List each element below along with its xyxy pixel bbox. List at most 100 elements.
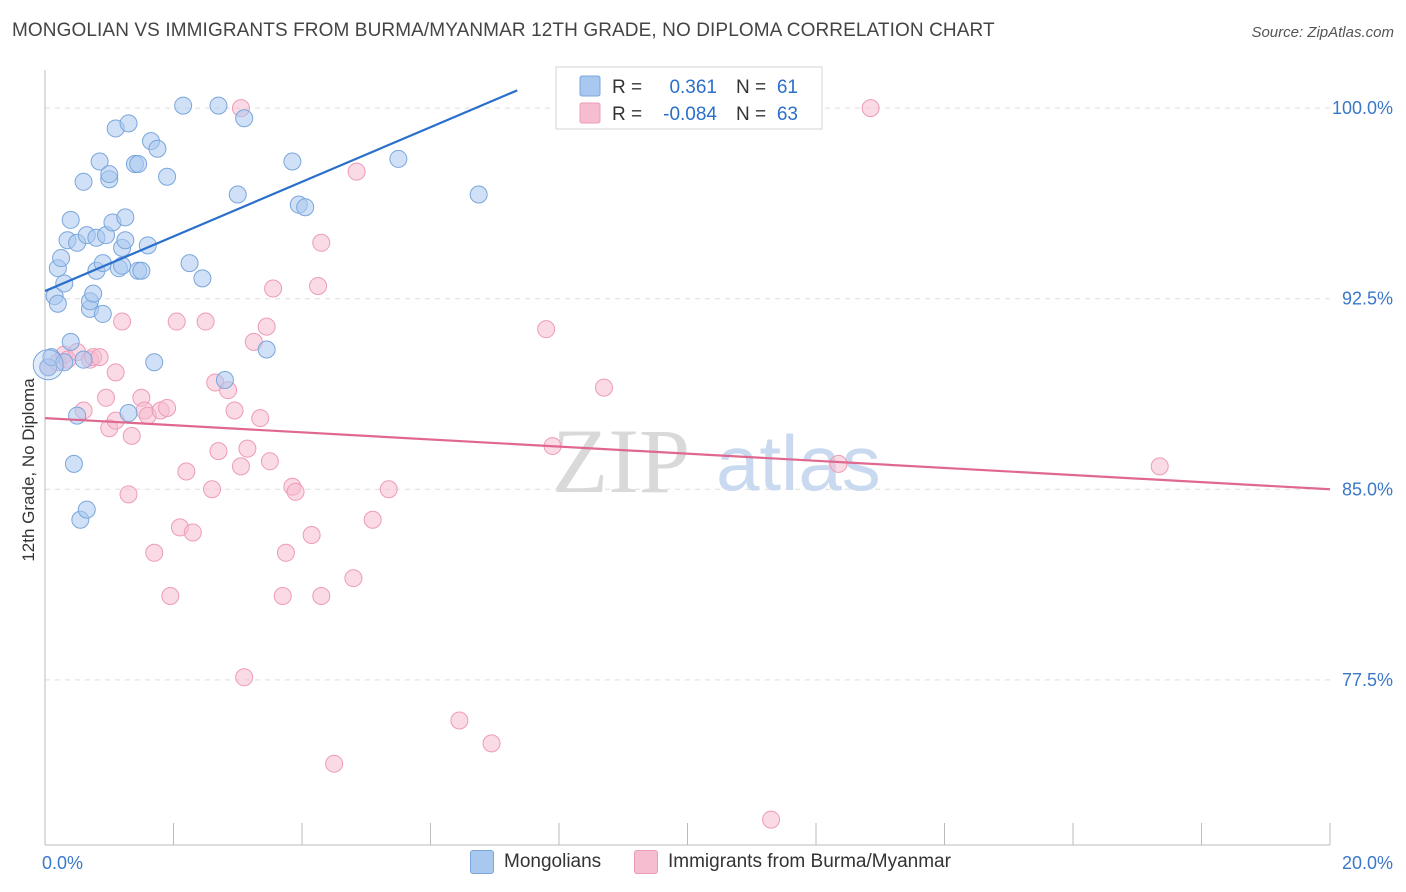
data-point-mongolian <box>52 249 71 268</box>
data-point-burma <box>347 162 366 181</box>
y-tick-label: 85.0% <box>1342 479 1393 499</box>
trend-line-mongolians <box>44 89 518 293</box>
data-point-mongolian <box>61 210 80 229</box>
data-point-burma <box>231 457 250 476</box>
data-point-mongolian <box>48 294 67 313</box>
data-point-burma <box>594 378 613 397</box>
data-point-mongolian <box>61 332 80 351</box>
data-point-mongolian <box>180 254 199 273</box>
data-point-burma <box>1150 457 1169 476</box>
data-point-burma <box>325 754 344 773</box>
source-label: Source: ZipAtlas.com <box>1251 24 1394 41</box>
chart-title: MONGOLIAN VS IMMIGRANTS FROM BURMA/MYANM… <box>12 20 995 41</box>
data-point-mongolian <box>296 198 315 217</box>
data-point-mongolian <box>129 155 148 174</box>
data-point-burma <box>196 312 215 331</box>
legend-r-label-2: R = <box>612 104 642 125</box>
legend-bottom: Mongolians Immigrants from Burma/Myanmar <box>0 850 1406 880</box>
y-tick-label: 77.5% <box>1342 670 1393 690</box>
data-point-burma <box>309 276 328 295</box>
data-point-mongolian <box>132 261 151 280</box>
data-point-mongolian <box>74 350 93 369</box>
data-point-burma <box>90 348 109 367</box>
legend-item-mongolians: Mongolians <box>470 850 601 874</box>
data-point-burma <box>363 510 382 529</box>
data-point-mongolian <box>119 404 138 423</box>
data-point-burma <box>379 480 398 499</box>
y-tick-label: 100.0% <box>1332 98 1393 118</box>
legend-swatch-mongolians <box>470 850 494 874</box>
data-point-mongolian <box>119 114 138 133</box>
data-point-burma <box>167 312 186 331</box>
data-point-mongolian <box>235 109 254 128</box>
data-point-burma <box>286 482 305 501</box>
trend-line-burma <box>44 417 1331 491</box>
data-point-burma <box>238 439 257 458</box>
legend-n-value-2: 63 <box>777 104 798 125</box>
data-point-burma <box>177 462 196 481</box>
data-point-burma <box>145 543 164 562</box>
data-point-burma <box>302 526 321 544</box>
data-point-burma <box>251 409 270 428</box>
data-point-burma <box>829 454 848 473</box>
data-point-mongolian <box>283 152 302 171</box>
data-point-mongolian <box>93 304 112 323</box>
watermark-zip: ZIP <box>552 410 690 512</box>
legend-n-label-1: N = <box>736 77 766 98</box>
data-point-burma <box>257 317 276 336</box>
data-point-burma <box>537 320 556 339</box>
data-point-burma <box>122 426 141 445</box>
data-point-mongolian <box>209 96 228 115</box>
data-point-mongolian <box>55 353 74 372</box>
data-point-mongolian <box>228 185 247 204</box>
legend-swatch-burma <box>634 850 658 874</box>
data-point-burma <box>203 480 222 499</box>
legend-swatch-pink <box>579 102 601 124</box>
legend-n-label-2: N = <box>736 104 766 125</box>
x-tick-label: 0.0% <box>42 853 83 873</box>
data-point-burma <box>276 543 295 562</box>
x-tick-label: 20.0% <box>1342 853 1393 873</box>
data-point-mongolian <box>116 231 135 250</box>
data-point-mongolian <box>158 167 177 186</box>
data-point-burma <box>260 452 279 471</box>
data-point-burma <box>158 398 177 417</box>
data-point-burma <box>113 312 132 331</box>
data-point-mongolian <box>148 139 167 158</box>
data-point-burma <box>209 442 228 461</box>
legend-n-value-1: 61 <box>777 77 798 98</box>
data-point-burma <box>97 388 116 407</box>
y-tick-label: 92.5% <box>1342 289 1393 309</box>
data-point-mongolian <box>145 353 164 372</box>
data-point-mongolian <box>64 454 83 473</box>
data-point-burma <box>482 734 501 753</box>
data-point-mongolian <box>90 152 109 171</box>
data-point-mongolian <box>68 406 87 425</box>
data-point-mongolian <box>174 96 193 115</box>
data-point-cluster <box>32 349 64 381</box>
legend-label-burma: Immigrants from Burma/Myanmar <box>668 851 951 872</box>
data-point-burma <box>312 233 331 252</box>
data-point-mongolian <box>389 149 408 168</box>
data-point-mongolian <box>469 185 488 204</box>
legend-r-value-2: -0.084 <box>663 104 717 125</box>
data-point-burma <box>344 569 363 588</box>
data-point-burma <box>183 523 202 542</box>
data-point-mongolian <box>74 172 93 191</box>
data-point-mongolian <box>215 371 234 389</box>
legend-r-label-1: R = <box>612 77 642 98</box>
y-axis-label: 12th Grade, No Diploma <box>19 378 38 562</box>
data-point-mongolian <box>84 284 103 303</box>
data-point-burma <box>861 99 880 118</box>
data-point-burma <box>235 668 254 687</box>
legend-label-mongolians: Mongolians <box>504 851 602 872</box>
data-point-burma <box>264 279 283 298</box>
data-point-burma <box>225 401 244 420</box>
data-point-mongolian <box>257 340 276 359</box>
data-point-mongolian <box>193 269 212 288</box>
legend-r-value-1: 0.361 <box>669 77 717 98</box>
axes-layer: 100.0% 92.5% 85.0% 77.5% 0.0% 20.0% <box>42 70 1393 873</box>
legend-swatch-blue <box>579 75 601 97</box>
data-point-burma <box>450 711 469 730</box>
